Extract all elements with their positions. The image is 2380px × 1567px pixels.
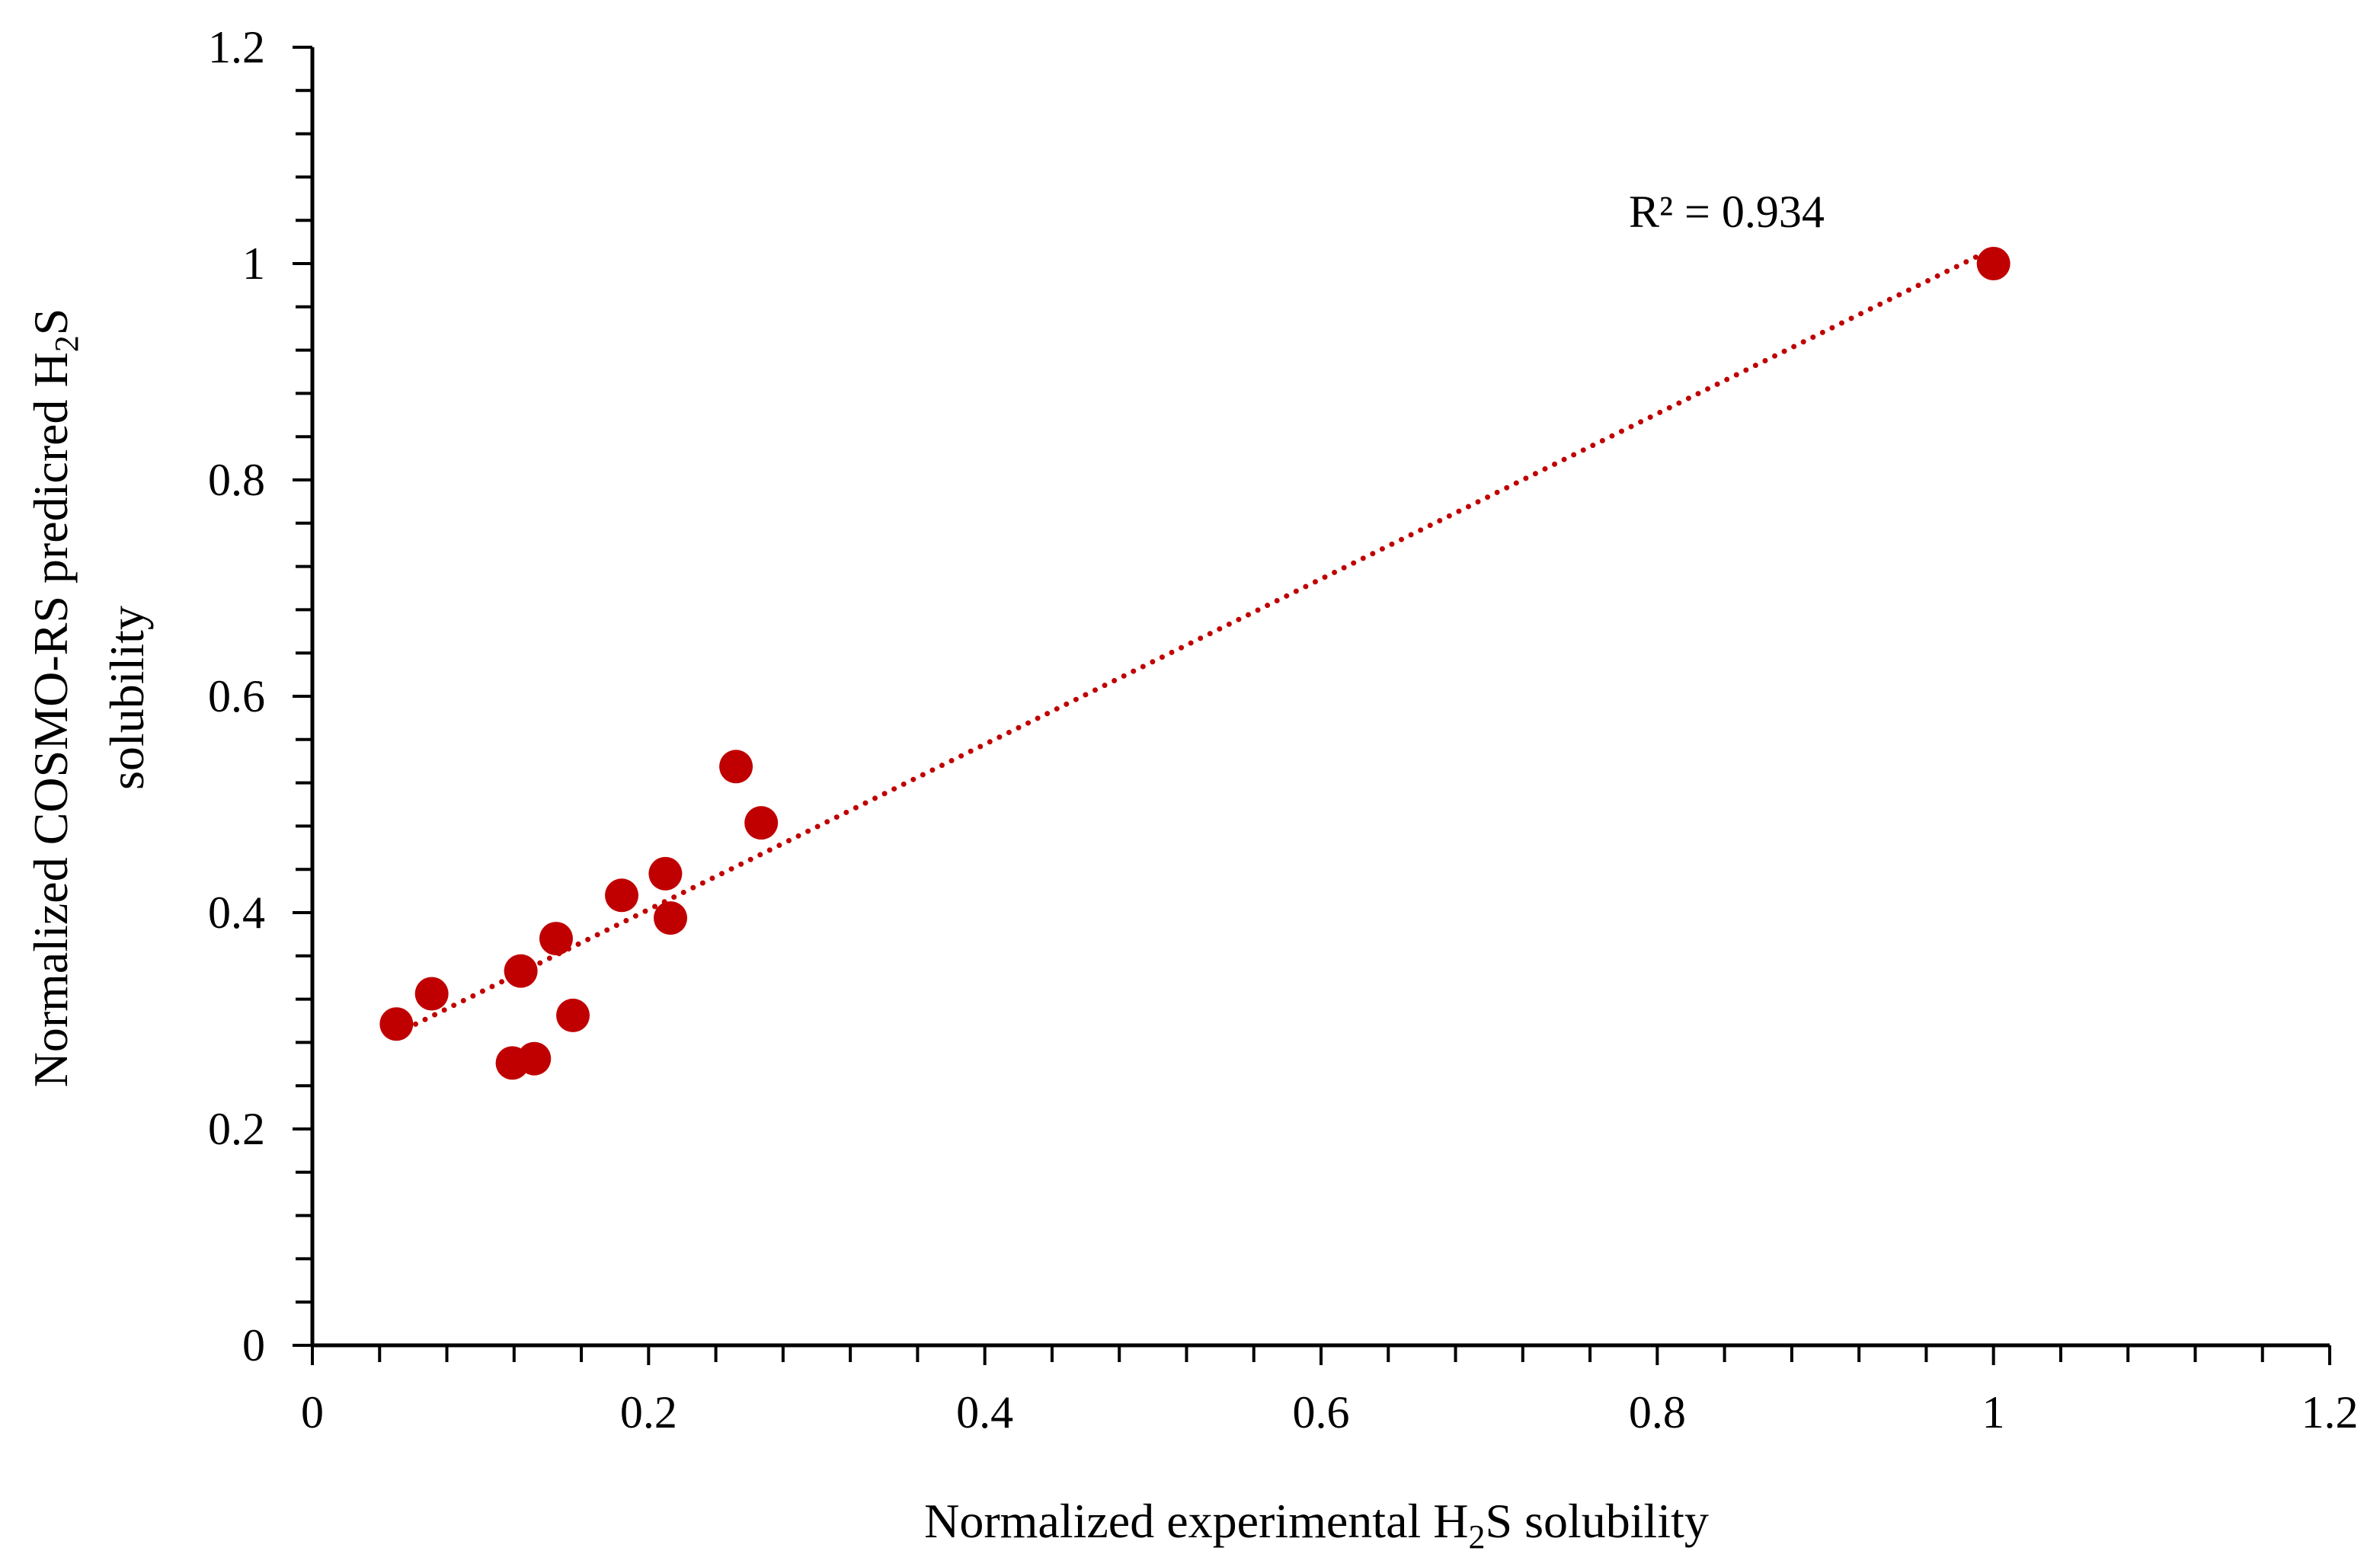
trendline-group [393, 245, 1997, 1037]
y-axis-title: Normalized COSMO-RS predicred H2S solubi… [24, 309, 154, 1088]
tick-labels-group: 0 0.2 0.4 0.6 0.8 1 1.2 0 0.2 0.4 0.6 0.8 1 1.2 [208, 22, 2359, 1437]
y-tick-label: 1 [242, 238, 265, 289]
x-axis-title-prefix: Normalized experimental H [924, 1494, 1468, 1548]
ticks-group [293, 46, 2331, 1365]
data-point [1976, 247, 2011, 280]
x-tick-label: 1.2 [2302, 1387, 2359, 1437]
data-point [414, 977, 449, 1011]
points-group [379, 247, 2011, 1080]
x-tick-label: 0.4 [956, 1387, 1013, 1437]
y-tick-label: 0.4 [208, 887, 265, 938]
x-axis-title-subscript: 2 [1468, 1518, 1485, 1556]
data-point [648, 856, 683, 891]
data-point [654, 901, 688, 935]
y-tick-label: 0.6 [208, 671, 265, 721]
x-tick-label: 1 [1982, 1387, 2005, 1437]
data-point [719, 750, 753, 784]
axes-group [310, 47, 2330, 1348]
y-tick-label: 0.8 [208, 455, 265, 505]
data-point [379, 1007, 414, 1041]
x-tick-label: 0.8 [1629, 1387, 1686, 1437]
x-axis-title: Normalized experimental H2S solubility [924, 1494, 1709, 1556]
y-tick-label: 0 [242, 1320, 265, 1370]
data-point [539, 922, 573, 956]
trendline [393, 245, 1997, 1037]
y-axis-title-line1: Normalized COSMO-RS predicred H2S [24, 309, 85, 1088]
y-tick-label: 1.2 [208, 22, 265, 72]
x-tick-label: 0.6 [1293, 1387, 1350, 1437]
data-point [504, 954, 538, 988]
data-point [556, 998, 590, 1032]
x-tick-label: 0.2 [620, 1387, 677, 1437]
r-squared-annotation: R² = 0.934 [1629, 187, 1825, 237]
y-axis-title-subscript: 2 [48, 335, 85, 352]
y-tick-label: 0.2 [208, 1104, 265, 1154]
data-point [605, 878, 639, 913]
data-point [517, 1041, 552, 1076]
x-tick-label: 0 [301, 1387, 324, 1437]
data-point [744, 806, 779, 840]
y-axis-title-line2: solubility [100, 606, 154, 790]
y-axis-title-prefix: Normalized COSMO-RS predicred H [24, 352, 78, 1087]
x-axis-title-suffix: S solubility [1485, 1494, 1708, 1548]
y-axis-title-suffix: S [24, 309, 78, 336]
